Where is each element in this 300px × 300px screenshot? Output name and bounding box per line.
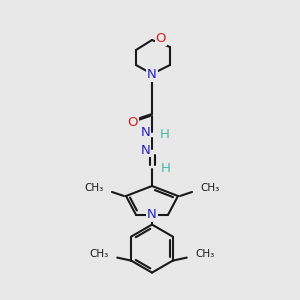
- Text: N: N: [147, 68, 157, 82]
- Text: H: H: [161, 161, 171, 175]
- Text: CH₃: CH₃: [200, 183, 219, 193]
- Text: H: H: [160, 128, 170, 142]
- Text: O: O: [156, 32, 166, 46]
- Text: N: N: [140, 143, 150, 157]
- Text: CH₃: CH₃: [89, 249, 108, 259]
- Text: O: O: [128, 116, 138, 128]
- Text: N: N: [140, 127, 150, 140]
- Text: N: N: [147, 208, 157, 221]
- Text: CH₃: CH₃: [196, 249, 215, 259]
- Text: CH₃: CH₃: [85, 183, 104, 193]
